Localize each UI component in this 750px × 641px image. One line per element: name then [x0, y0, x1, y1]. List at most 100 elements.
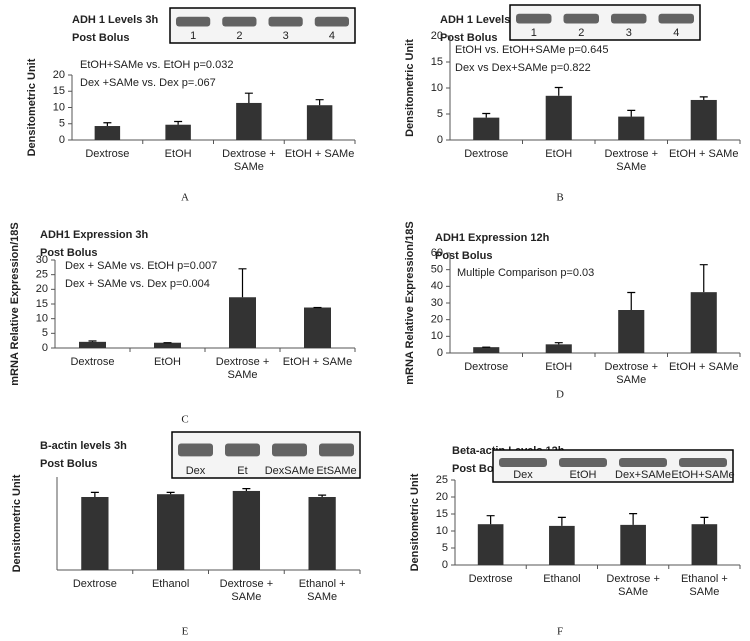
- annotation: EtOH+SAMe vs. EtOH p=0.032: [80, 59, 233, 71]
- error-bar: [242, 488, 251, 491]
- bar: [165, 124, 191, 140]
- x-tick-label: Dextrose: [464, 361, 509, 373]
- panel-label: B: [556, 192, 563, 204]
- blot-label: 2: [578, 27, 584, 39]
- x-tick-label: Dextrose + SAMe: [219, 578, 274, 603]
- y-tick-label: 30: [36, 254, 48, 266]
- x-tick-label: EtOH + SAMe: [669, 148, 739, 160]
- error-bar: [90, 491, 99, 497]
- blot-label: 4: [673, 27, 679, 39]
- x-tick-label: EtOH: [545, 361, 573, 373]
- x-tick-label-box: Dextrose + SAMe: [605, 361, 659, 386]
- blot-label: 3: [283, 30, 289, 42]
- error-bar: [554, 342, 563, 345]
- x-tick-label: Ethanol: [151, 578, 190, 590]
- y-tick-label: 30: [431, 297, 443, 309]
- annotation: EtOH vs. EtOH+SAMe p=0.645: [455, 44, 608, 56]
- blot-band: [176, 16, 211, 27]
- y-tick-label: 0: [59, 134, 65, 146]
- bar: [236, 102, 262, 140]
- x-tick-label: Dextrose + SAMe: [222, 148, 276, 173]
- y-axis-label: Densitometric Unit: [404, 39, 416, 137]
- y-tick-label: 15: [436, 508, 448, 520]
- blot-band: [619, 458, 667, 467]
- blot-label: Dex+SAMe: [615, 469, 671, 481]
- blot-band: [268, 16, 303, 27]
- blot-band: [178, 443, 213, 457]
- panel-label: A: [181, 192, 189, 204]
- chart-subtitle: Post Bolus: [440, 32, 497, 44]
- annotation: Multiple Comparison p=0.03: [457, 267, 594, 279]
- y-tick-label: 5: [42, 327, 48, 339]
- y-tick-label: 10: [436, 525, 448, 537]
- x-tick-label-box: EtOH + SAMe: [669, 361, 738, 373]
- error-bar: [699, 264, 708, 293]
- x-tick-label-box: EtOH + SAMe: [283, 356, 352, 368]
- annotation: Dex + SAMe vs. Dex p=0.004: [65, 278, 210, 290]
- error-bar: [699, 96, 708, 100]
- y-tick-label: 10: [36, 313, 48, 325]
- y-tick-label: 0: [442, 559, 448, 571]
- bar: [304, 307, 331, 348]
- blot-band: [559, 458, 607, 467]
- x-tick-label-box: Dextrose: [85, 148, 129, 160]
- blot-band: [611, 13, 647, 24]
- x-tick-label-box: Dextrose: [469, 573, 513, 585]
- error-bar: [244, 92, 253, 103]
- blot-band: [499, 458, 547, 467]
- blot-label: Et: [237, 465, 247, 477]
- error-bar: [482, 112, 491, 118]
- x-tick-label: Ethanol + SAMe: [680, 573, 728, 598]
- error-bar: [166, 491, 175, 495]
- y-tick-label: 15: [431, 56, 443, 68]
- x-tick-label: Dextrose + SAMe: [215, 356, 270, 381]
- chart-title: ADH1 Expression 3h: [40, 229, 148, 241]
- bar: [154, 342, 181, 348]
- error-bar: [318, 494, 327, 497]
- bar: [549, 525, 575, 565]
- bar: [229, 297, 256, 348]
- error-bar: [700, 516, 709, 525]
- blot-band: [563, 13, 599, 24]
- x-tick-label-box: Dextrose: [464, 361, 509, 373]
- y-tick-label: 25: [436, 474, 448, 486]
- blot-label: 1: [531, 27, 537, 39]
- chart-title: ADH 1 Levels 3h: [72, 14, 158, 26]
- panel-label: E: [182, 626, 189, 638]
- x-tick-label-box: Dextrose + SAMe: [222, 148, 276, 173]
- bar: [81, 496, 109, 570]
- y-tick-label: 10: [431, 82, 443, 94]
- bar: [477, 524, 504, 565]
- y-tick-label: 20: [436, 491, 448, 503]
- y-tick-label: 5: [59, 118, 65, 130]
- blot-band: [222, 16, 257, 27]
- y-tick-label: 20: [431, 314, 443, 326]
- y-tick-label: 20: [431, 30, 443, 42]
- blot-band: [658, 13, 694, 24]
- blot-label: EtOH: [570, 469, 597, 481]
- x-tick-label-box: Dextrose + SAMe: [215, 356, 270, 381]
- bar: [156, 494, 185, 570]
- x-tick-label-box: EtOH: [154, 356, 181, 368]
- error-bar: [88, 340, 97, 342]
- chart-subtitle: Post Bolus: [40, 458, 97, 470]
- y-axis-label: mRNA Relative Expression/18S: [9, 222, 21, 385]
- bar: [545, 344, 572, 353]
- blot-label: 1: [190, 30, 196, 42]
- x-tick-label-box: Ethanol + SAMe: [680, 573, 728, 598]
- chart-title: ADH1 Expression 12h: [435, 232, 550, 244]
- x-tick-label-box: EtOH: [165, 148, 192, 160]
- bar: [691, 524, 718, 565]
- chart-subtitle: Post Bolus: [72, 32, 129, 44]
- y-tick-label: 15: [53, 85, 65, 97]
- y-tick-label: 0: [42, 342, 48, 354]
- y-tick-label: 10: [53, 101, 65, 113]
- bar: [473, 117, 500, 140]
- x-tick-label-box: EtOH + SAMe: [285, 148, 354, 160]
- y-tick-label: 5: [437, 108, 443, 120]
- x-tick-label-box: Dextrose: [73, 578, 117, 590]
- error-bar: [554, 86, 563, 96]
- bar: [232, 490, 261, 570]
